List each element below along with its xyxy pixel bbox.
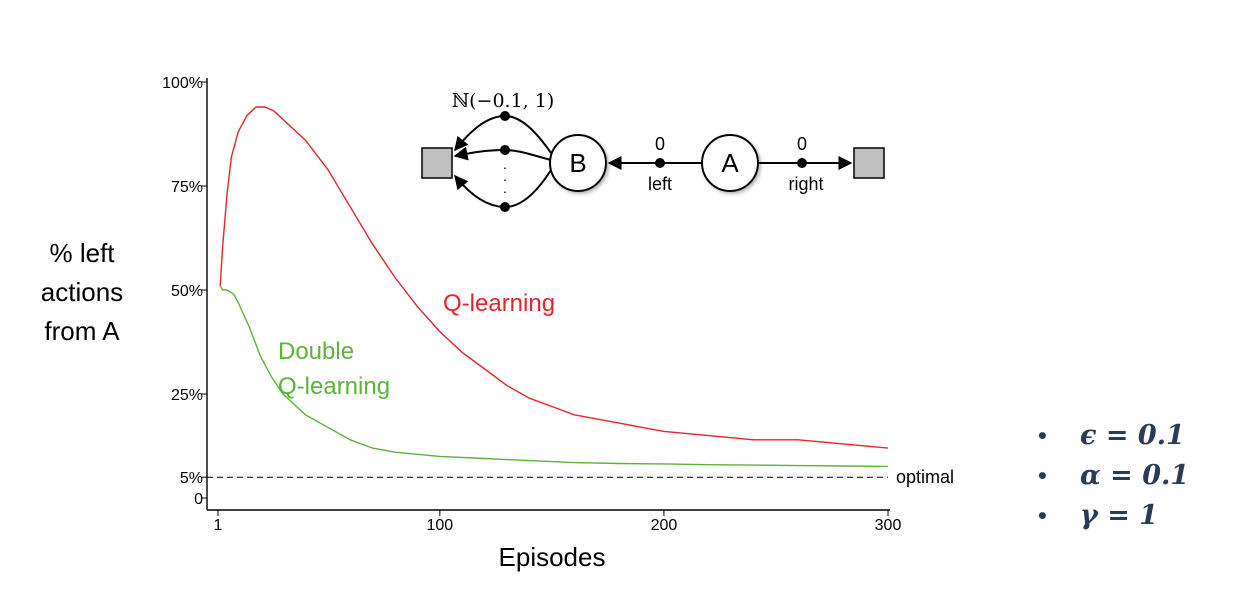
optimal-label: optimal xyxy=(896,467,954,487)
x-tick-label: 200 xyxy=(651,517,678,534)
param-gamma: • γ = 1 xyxy=(1036,496,1189,536)
series-line-double-q-learning xyxy=(219,285,889,468)
bullet: • xyxy=(1036,464,1049,488)
param-alpha: • α = 0.1 xyxy=(1036,456,1189,496)
x-ticks: 1 100 200 300 xyxy=(214,510,902,534)
param-epsilon: • ϵ = 0.1 xyxy=(1036,416,1189,456)
reward-distribution-label: ℕ(−0.1, 1) xyxy=(452,90,555,112)
param-gamma-text: γ = 1 xyxy=(1080,500,1159,531)
reward-dot-middle xyxy=(500,145,510,155)
edge-right-dot xyxy=(797,158,807,168)
bullet: • xyxy=(1036,504,1049,528)
y-tick-label: 100% xyxy=(162,75,203,92)
y-tick-label: 75% xyxy=(171,179,203,196)
edge-left-label: left xyxy=(648,174,672,194)
terminal-state-left xyxy=(421,147,453,179)
y-tick-label: 25% xyxy=(171,387,203,404)
y-axis-title-line2: actions xyxy=(41,277,123,307)
ellipsis-dot-1: · xyxy=(503,159,508,175)
param-alpha-text: α = 0.1 xyxy=(1080,460,1190,491)
series-label-double-line2: Q-learning xyxy=(278,373,390,400)
reward-dot-lower xyxy=(500,202,510,212)
y-tick-label: 5% xyxy=(180,470,203,487)
node-b-label: B xyxy=(569,148,586,178)
series-line-q-learning xyxy=(219,106,889,449)
terminal-state-right xyxy=(853,147,885,179)
y-ticks: 100% 75% 50% 25% 5% 0 xyxy=(162,75,207,508)
y-tick-label: 50% xyxy=(171,283,203,300)
x-tick-label: 1 xyxy=(214,517,223,534)
node-a-label: A xyxy=(721,148,739,178)
y-tick-label: 0 xyxy=(194,491,203,508)
series-label-double-line1: Double xyxy=(278,338,354,365)
edge-right-label: right xyxy=(788,174,823,194)
x-axis-title: Episodes xyxy=(499,542,606,572)
node-b xyxy=(549,134,607,192)
x-tick-label: 100 xyxy=(426,517,453,534)
ellipsis-dot-2: · xyxy=(503,171,508,187)
x-tick-label: 300 xyxy=(875,517,902,534)
edge-right-reward: 0 xyxy=(797,134,807,154)
y-axis-title-line1: % left xyxy=(49,238,115,268)
param-epsilon-text: ϵ = 0.1 xyxy=(1080,420,1185,451)
reward-dot-upper xyxy=(500,111,510,121)
series-label-q-learning: Q-learning xyxy=(443,290,555,317)
parameter-list: • ϵ = 0.1 • α = 0.1 • γ = 1 xyxy=(1036,416,1189,536)
edge-left-reward: 0 xyxy=(655,134,665,154)
edge-left-dot xyxy=(655,158,665,168)
bullet: • xyxy=(1036,424,1049,448)
ellipsis-dot-3: · xyxy=(503,183,508,199)
mdp-diagram: · · · ℕ(−0.1, 1) B A 0 left 0 right xyxy=(421,90,885,212)
y-axis-title-line3: from A xyxy=(44,316,120,346)
